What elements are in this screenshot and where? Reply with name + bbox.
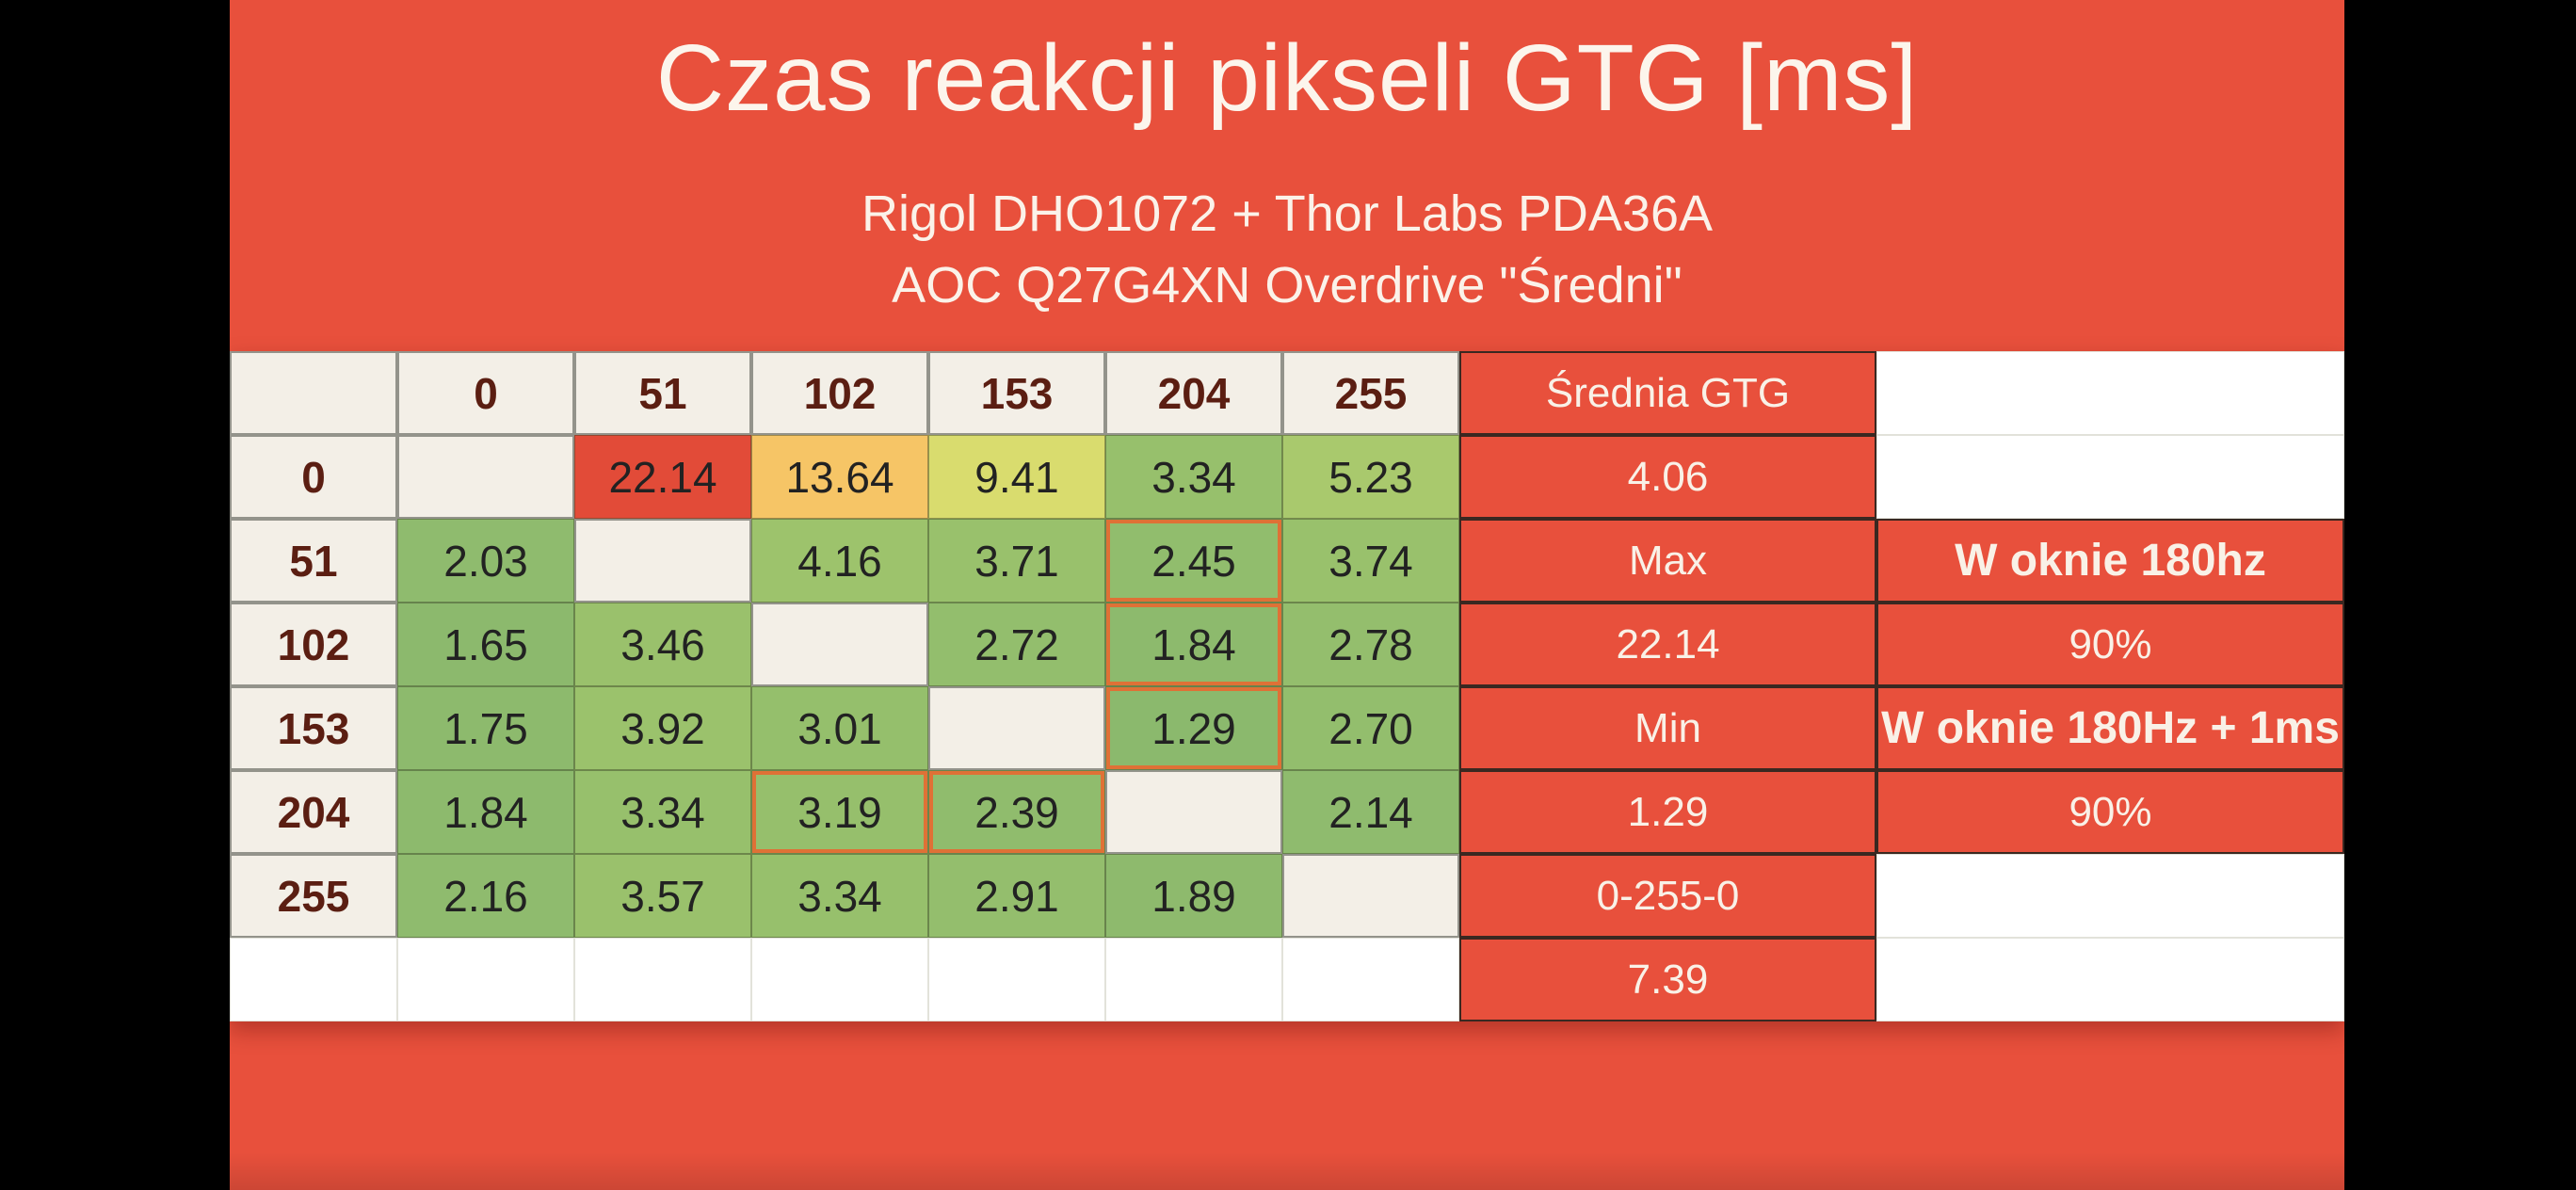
col-header: 102 [751,351,928,435]
value-cell: 2.14 [1282,770,1459,854]
letterbox-left [0,0,230,1190]
window-cell [1876,854,2344,938]
gtg-heatmap-table: 0 51 102 153 204 255 Średnia GTG 0 22.14 13.64 9.4… [230,351,2344,1021]
value-cell: 3.92 [574,686,751,770]
value-cell: 1.65 [397,603,574,686]
window-cell [1876,435,2344,519]
row-label: 255 [230,854,397,938]
value-cell: 3.57 [574,854,751,938]
row-label: 51 [230,519,397,603]
value-cell: 1.75 [397,686,574,770]
window-cell [1876,351,2344,435]
value-cell: 4.16 [751,519,928,603]
stat-cell: Max [1459,519,1876,603]
value-cell: 3.34 [1105,435,1282,519]
value-cell: 2.16 [397,854,574,938]
value-cell: 3.71 [928,519,1105,603]
value-cell: 1.84 [1105,603,1282,686]
letterbox-right [2344,0,2576,1190]
row-label: 153 [230,686,397,770]
diagonal-cell [397,435,574,519]
empty-cell [928,938,1105,1021]
diagonal-cell [574,519,751,603]
stat-cell: 4.06 [1459,435,1876,519]
empty-cell [1105,938,1282,1021]
value-cell: 2.03 [397,519,574,603]
value-cell: 3.19 [751,770,928,854]
value-cell: 13.64 [751,435,928,519]
diagonal-cell [928,686,1105,770]
value-cell: 3.34 [751,854,928,938]
row-label: 0 [230,435,397,519]
value-cell: 1.29 [1105,686,1282,770]
empty-cell [574,938,751,1021]
window-cell: W oknie 180hz [1876,519,2344,603]
value-cell: 3.01 [751,686,928,770]
value-cell: 2.39 [928,770,1105,854]
value-cell: 2.78 [1282,603,1459,686]
value-cell: 2.70 [1282,686,1459,770]
col-header: 51 [574,351,751,435]
col-header: 255 [1282,351,1459,435]
empty-cell [397,938,574,1021]
col-header: 204 [1105,351,1282,435]
empty-cell [1282,938,1459,1021]
value-cell: 1.89 [1105,854,1282,938]
value-cell: 2.45 [1105,519,1282,603]
diagonal-cell [1282,854,1459,938]
value-cell: 1.84 [397,770,574,854]
row-label: 204 [230,770,397,854]
col-header: 153 [928,351,1105,435]
stat-cell: 7.39 [1459,938,1876,1021]
value-cell: 2.72 [928,603,1105,686]
slide-subtitle-monitor: AOC Q27G4XN Overdrive "Średni" [892,257,1682,314]
value-cell: 9.41 [928,435,1105,519]
window-cell: W oknie 180Hz + 1ms [1876,686,2344,770]
stat-cell: Średnia GTG [1459,351,1876,435]
diagonal-cell [751,603,928,686]
stat-cell: 22.14 [1459,603,1876,686]
value-cell: 3.46 [574,603,751,686]
value-cell: 3.34 [574,770,751,854]
empty-cell [751,938,928,1021]
stat-cell: 0-255-0 [1459,854,1876,938]
row-label: 102 [230,603,397,686]
slide-title: Czas reakcji pikseli GTG [ms] [655,25,1919,131]
value-cell: 2.91 [928,854,1105,938]
col-header: 0 [397,351,574,435]
stat-cell: 1.29 [1459,770,1876,854]
value-cell: 3.74 [1282,519,1459,603]
diagonal-cell [1105,770,1282,854]
empty-cell [230,938,397,1021]
stat-cell: Min [1459,686,1876,770]
value-cell: 5.23 [1282,435,1459,519]
slide-background: Czas reakcji pikseli GTG [ms] Rigol DHO1… [230,0,2344,1190]
window-cell: 90% [1876,770,2344,854]
slide-subtitle-equipment: Rigol DHO1072 + Thor Labs PDA36A [861,185,1713,242]
corner-cell [230,351,397,435]
value-cell: 22.14 [574,435,751,519]
window-cell: 90% [1876,603,2344,686]
window-cell [1876,938,2344,1021]
